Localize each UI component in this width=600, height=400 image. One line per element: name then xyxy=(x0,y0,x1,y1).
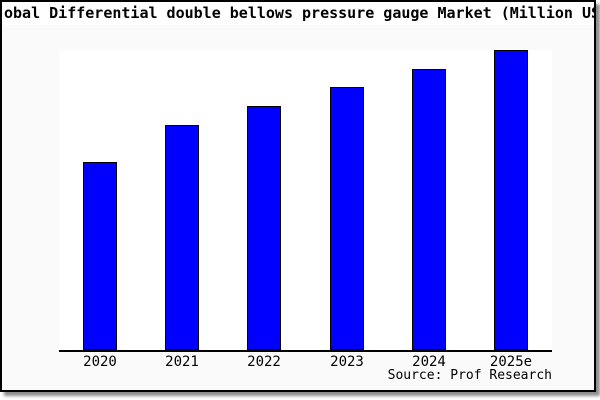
bar-2023 xyxy=(330,87,364,350)
x-tick-label-2020: 2020 xyxy=(83,354,117,370)
x-tick-label-2025e: 2025e xyxy=(489,354,533,370)
bar-2022 xyxy=(247,106,281,350)
bars-container xyxy=(59,50,552,350)
chart-frame: obal Differential double bellows pressur… xyxy=(0,0,596,392)
x-tick-label-2023: 2023 xyxy=(330,354,364,370)
x-tick-label-2022: 2022 xyxy=(247,354,281,370)
bar-2020 xyxy=(83,162,117,350)
x-tick-label-2024: 2024 xyxy=(412,354,446,370)
x-tick-label-2021: 2021 xyxy=(165,354,199,370)
bar-2025e xyxy=(494,50,528,350)
chart-title: obal Differential double bellows pressur… xyxy=(2,2,594,25)
plot-area xyxy=(59,50,552,352)
bar-2024 xyxy=(412,69,446,350)
bar-2021 xyxy=(165,125,199,350)
source-credit: Source: Prof Research xyxy=(387,368,552,383)
